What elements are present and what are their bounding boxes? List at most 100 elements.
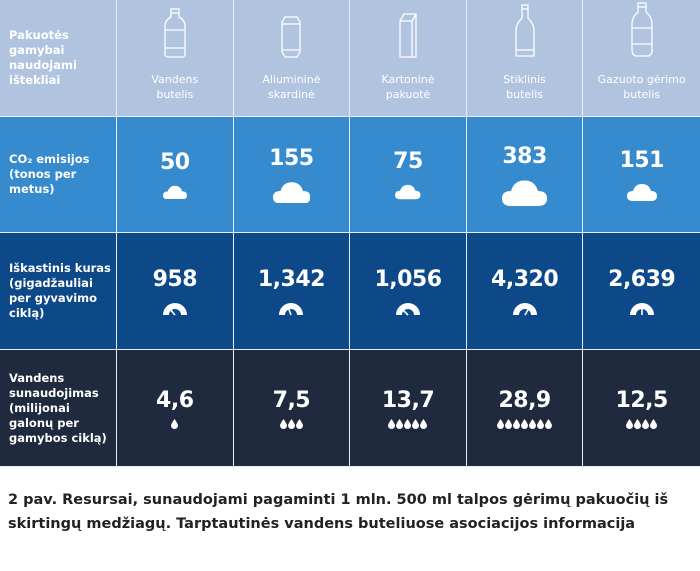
column-header: Stiklinis butelis [466,0,584,117]
gauge-icon [279,302,304,315]
column-name-line: butelis [506,88,544,101]
row-label-line: ciklą) [9,306,45,320]
row-label-line: gamybai [9,43,65,57]
cloud-icon [395,185,421,200]
row-label-line: (gigadžauliai [9,276,93,290]
cloud-icon [502,180,548,206]
row-label-line: gamybos ciklą) [9,430,107,445]
column-header: Aliumininė skardinė [233,0,351,117]
drop-icon [295,418,303,429]
drops [497,418,553,429]
column-name-line: pakuotė [385,88,431,101]
drop-icon [626,418,634,429]
drop-icon [650,418,658,429]
column-name-line: skardinė [268,88,315,101]
column-header: Gazuoto gėrimo butelis [583,0,700,117]
row-label-line: (milijonai [9,400,70,415]
fuel-cell: 1,342 [233,233,351,350]
water-cell: 28,9 [466,350,584,467]
drop-icon [404,418,412,429]
drop-icon [412,418,420,429]
row-label-line: CO₂ emisijos [9,152,90,166]
co2-cell: 383 [466,117,584,233]
drops [626,418,658,429]
drops [279,418,303,429]
water-value: 7,5 [272,387,311,413]
fuel-cell: 2,639 [583,233,700,350]
resources-table: Pakuotės gamybai naudojami ištekliai Vandens… [0,0,700,467]
co2-cell: 50 [117,117,234,233]
fuel-value: 1,056 [374,266,442,292]
cloud-icon [272,182,311,204]
row-label-line: metus) [9,182,55,196]
drop-icon [287,418,295,429]
drops [388,418,428,429]
drop-icon [537,418,545,429]
water-cell: 12,5 [583,350,700,467]
water-value: 4,6 [156,387,194,413]
drop-icon [279,418,287,429]
gauge-icon [629,302,654,315]
drop-icon [634,418,642,429]
drop-icon [521,418,529,429]
co2-value: 155 [269,145,314,171]
row-label-line: ištekliai [9,73,61,87]
water-value: 12,5 [615,387,669,413]
row-label-line: Vandens [9,370,65,385]
co2-cell: 155 [233,117,351,233]
column-name-line: Kartoninė [381,73,435,86]
drop-icon [642,418,650,429]
co2-cell: 151 [583,117,700,233]
co2-value: 383 [502,143,547,169]
water-value: 28,9 [498,387,551,413]
fuel-cell: 4,320 [466,233,584,350]
fuel-value: 1,342 [257,266,326,292]
water-cell: 7,5 [233,350,351,467]
co2-value: 50 [159,149,190,175]
drop-icon [497,418,505,429]
drop-icon [529,418,537,429]
gauge-icon [512,302,537,315]
row-label-line: Pakuotės [9,28,69,42]
column-name-line: Gazuoto gėrimo [597,73,686,86]
row-label-line: galonų per [9,415,79,430]
water-cell: 4,6 [117,350,234,467]
row-label-fuel: Iškastinis kuras (gigadžauliai per gyvavim… [0,233,117,350]
drops [171,418,179,429]
glass-bottle-icon [514,4,536,72]
co2-value: 75 [393,149,423,175]
row-label-water: Vandens sunaudojimas (milijonai galonų per g… [0,350,117,467]
carton-icon [397,12,419,72]
row-label-line: Iškastinis kuras [9,261,111,275]
column-header: Kartoninė pakuotė [350,0,467,117]
gauge-icon [162,302,187,316]
fuel-cell: 958 [117,233,234,350]
figure-caption: 2 pav. Resursai, sunaudojami pagaminti 1… [8,492,669,532]
co2-value: 151 [619,148,664,173]
drop-icon [420,418,428,429]
row-label-co2: CO₂ emisijos (tonos per metus) [0,117,117,233]
column-name-line: Vandens [151,73,199,86]
drop-icon [171,418,179,429]
fuel-value: 2,639 [608,266,676,292]
column-name-line: butelis [156,88,194,101]
column-name-line: Stiklinis [503,73,546,86]
fuel-value: 958 [152,266,198,292]
row-label-line: sunaudojimas [9,385,99,400]
soda-bottle-icon [629,2,655,72]
column-name-line: Aliumininė [262,73,321,86]
fuel-value: 4,320 [491,266,559,292]
water-cell: 13,7 [350,350,467,467]
column-header: Vandens butelis [117,0,234,117]
row-label-line: (tonos per [9,167,77,181]
drop-icon [396,418,404,429]
water-value: 13,7 [381,387,435,413]
row-label-line: per gyvavimo [9,291,98,305]
column-name-line: butelis [623,88,661,101]
co2-cell: 75 [350,117,467,233]
row-label-line: naudojami [9,58,77,72]
gauge-icon [395,302,420,316]
drop-icon [505,418,513,429]
aluminum-can-icon [280,14,302,72]
row-label-header: Pakuotės gamybai naudojami ištekliai [0,0,117,117]
